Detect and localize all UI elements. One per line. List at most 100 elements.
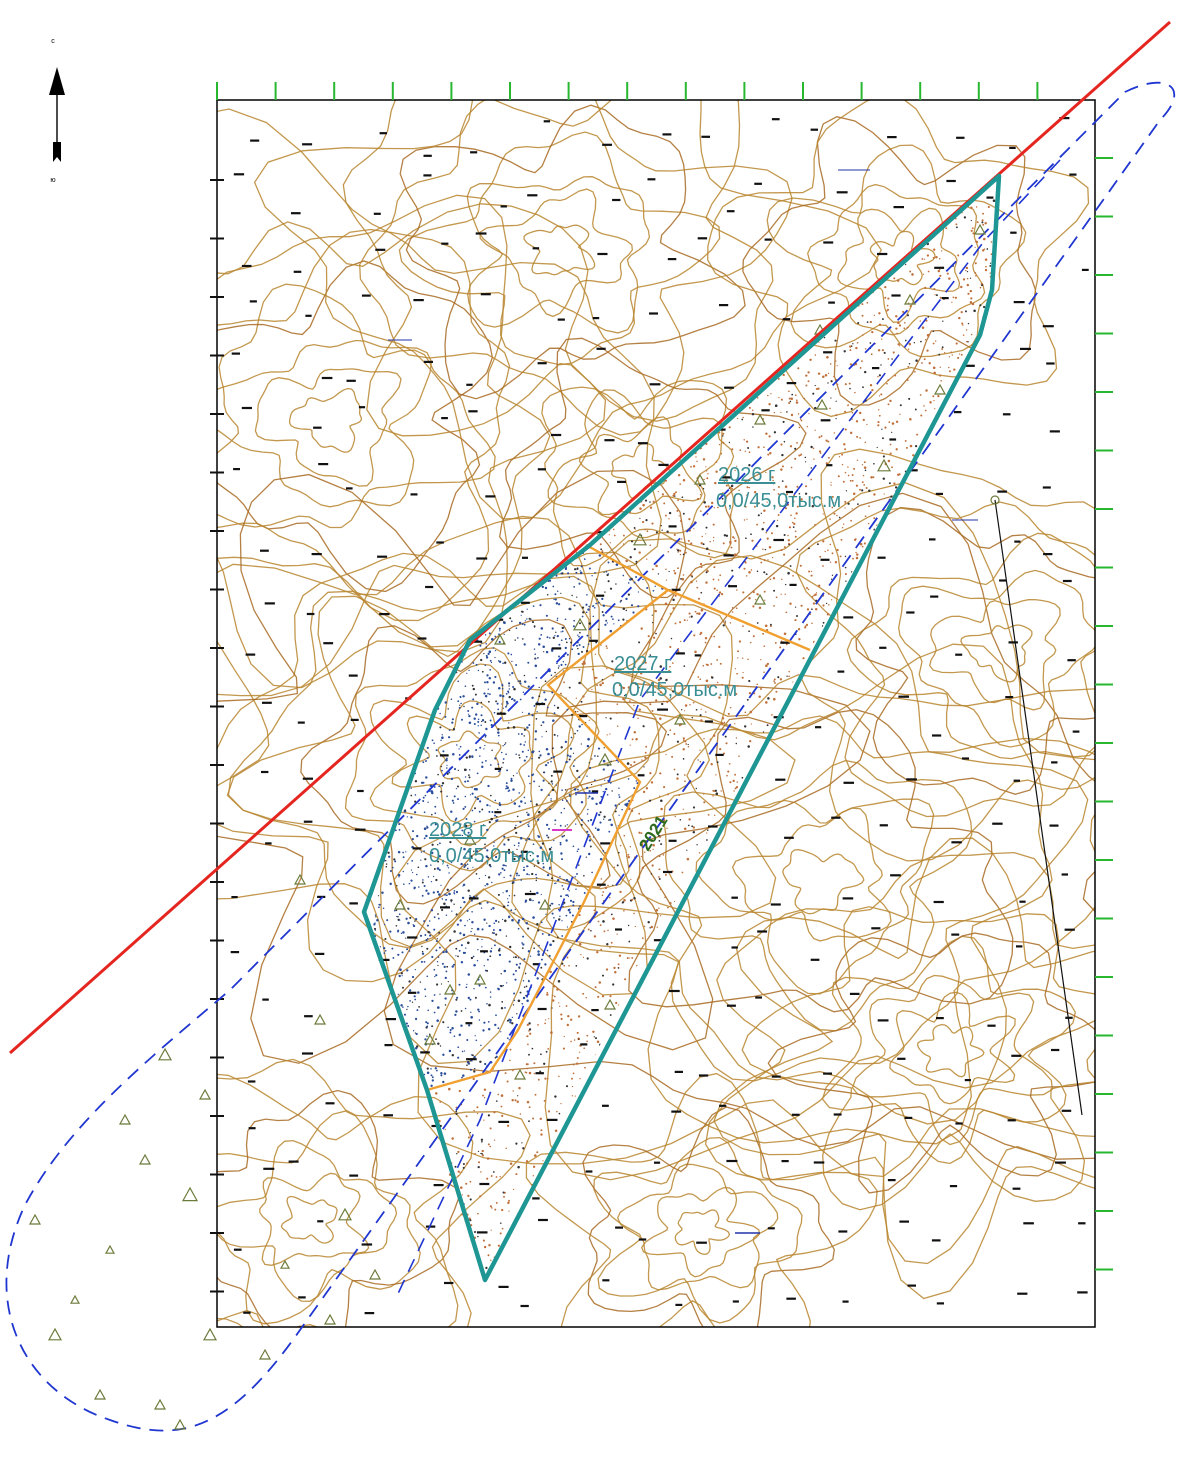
stipple-dot	[654, 277, 657, 279]
stipple-dot	[651, 1053, 654, 1056]
stipple-dot	[827, 440, 830, 443]
stipple-dot	[716, 659, 719, 661]
stipple-dot	[871, 188, 874, 191]
stipple-dot	[707, 1208, 710, 1211]
stipple-dot	[818, 1278, 821, 1281]
stipple-dot	[966, 270, 969, 273]
stipple-dot	[887, 171, 889, 173]
stipple-dot	[680, 1199, 682, 1202]
stipple-dot	[827, 593, 830, 595]
stipple-dot	[720, 1282, 722, 1284]
stipple-dot	[512, 1188, 515, 1191]
stipple-dot	[535, 735, 538, 737]
contour-line	[525, 1072, 878, 1327]
stipple-dot	[658, 868, 661, 871]
stipple-dot	[816, 543, 819, 546]
stipple-dot	[909, 418, 912, 421]
stipple-dot	[716, 647, 719, 650]
stipple-dot	[798, 426, 801, 429]
stipple-dot	[669, 729, 672, 731]
stipple-dot	[650, 925, 654, 929]
stipple-dot	[547, 1227, 550, 1230]
stipple-dot	[582, 726, 585, 730]
stipple-dot	[530, 952, 533, 954]
stipple-dot	[766, 537, 769, 540]
stipple-dot	[928, 655, 930, 657]
stipple-dot	[812, 191, 815, 194]
stipple-dot	[567, 620, 570, 623]
stipple-dot	[627, 856, 630, 859]
stipple-dot	[654, 1123, 656, 1125]
stipple-dot	[715, 1051, 717, 1053]
stipple-dot	[796, 194, 799, 196]
stipple-dot	[460, 948, 462, 950]
stipple-dot	[722, 624, 725, 627]
stipple-dot	[697, 676, 700, 678]
stipple-dot	[697, 1216, 701, 1219]
contour-line	[928, 598, 1061, 711]
stipple-dot	[929, 640, 932, 643]
stipple-dot	[725, 534, 729, 537]
stipple-dot	[549, 623, 552, 627]
stipple-dot	[531, 1276, 534, 1279]
stipple-dot	[978, 573, 981, 576]
stipple-dot	[643, 766, 645, 768]
stipple-dot	[766, 501, 768, 503]
stipple-dot	[451, 1274, 454, 1278]
stipple-dot	[718, 864, 721, 867]
stipple-dot	[664, 421, 667, 424]
stipple-dot	[565, 786, 569, 789]
stipple-dot	[599, 1182, 602, 1185]
stipple-dot	[804, 771, 806, 773]
stipple-dot	[837, 475, 840, 478]
stipple-dot	[672, 607, 675, 610]
stipple-dot	[457, 1258, 459, 1261]
stipple-dot	[475, 1269, 478, 1272]
stipple-dot	[496, 608, 499, 612]
stipple-dot	[735, 976, 738, 979]
stipple-dot	[677, 1247, 680, 1251]
stipple-dot	[429, 986, 432, 989]
stipple-dot	[676, 423, 679, 425]
stipple-dot	[778, 954, 781, 957]
stipple-dot	[938, 268, 941, 271]
stipple-dot	[886, 580, 889, 583]
stipple-dot	[731, 1025, 734, 1028]
stipple-dot	[802, 1273, 805, 1276]
contour-line	[217, 194, 551, 648]
stipple-dot	[612, 917, 615, 920]
stipple-dot	[801, 330, 804, 333]
stipple-dot	[553, 748, 556, 750]
stipple-dot	[952, 504, 954, 506]
stipple-dot	[767, 394, 769, 397]
stipple-dot	[701, 309, 704, 312]
stipple-dot	[528, 1022, 531, 1025]
stipple-dot	[486, 1177, 489, 1180]
stipple-dot	[824, 253, 827, 256]
stipple-dot	[921, 641, 923, 643]
stipple-dot	[757, 446, 760, 449]
stipple-dot	[555, 815, 557, 817]
stipple-dot	[768, 635, 771, 638]
stipple-dot	[921, 326, 925, 329]
stipple-dot	[710, 663, 713, 665]
stipple-dot	[673, 569, 676, 572]
stipple-dot	[613, 414, 616, 417]
stipple-dot	[605, 1087, 608, 1089]
stipple-dot	[639, 602, 642, 606]
stipple-dot	[653, 298, 656, 301]
stipple-dot	[649, 452, 653, 456]
stipple-dot	[863, 574, 866, 577]
stipple-dot	[667, 550, 670, 553]
stipple-dot	[614, 970, 617, 974]
stipple-dot	[853, 467, 856, 470]
stipple-dot	[728, 487, 730, 489]
stipple-dot	[510, 773, 512, 776]
stipple-dot	[548, 776, 551, 780]
stipple-dot	[784, 859, 787, 862]
stipple-dot	[814, 313, 816, 315]
stipple-dot	[700, 565, 703, 569]
stipple-dot	[733, 828, 736, 831]
stipple-dot	[508, 956, 510, 958]
stipple-dot	[688, 818, 691, 821]
